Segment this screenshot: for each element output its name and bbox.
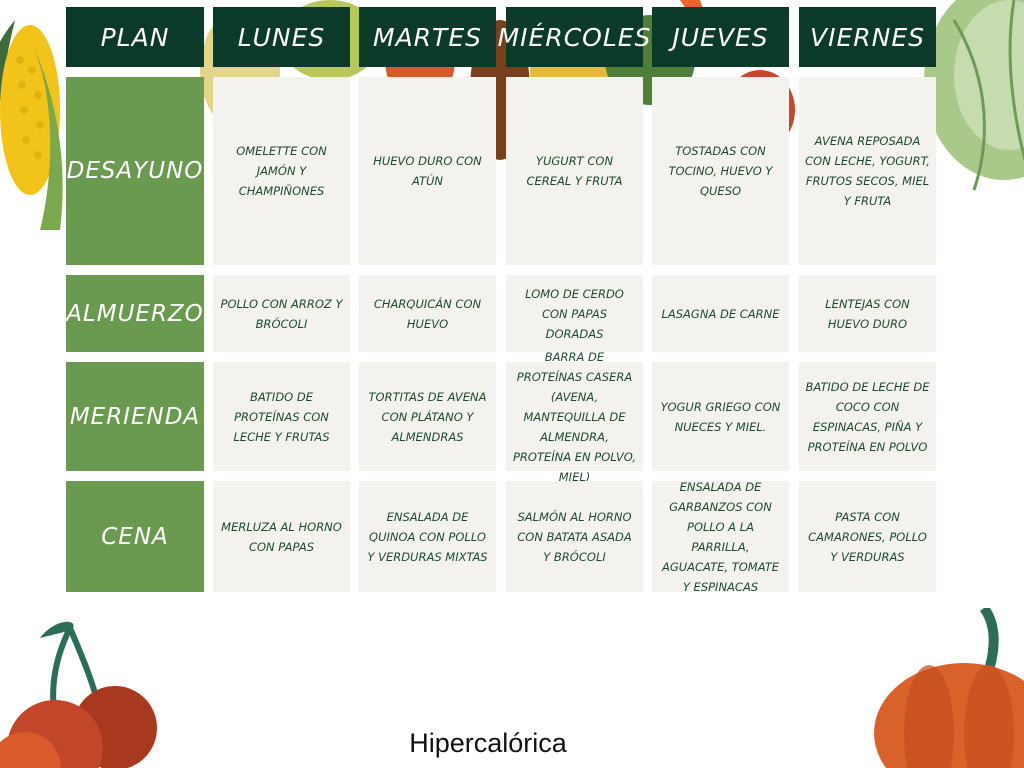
meal-cell: OMELETTE CON JAMÓN Y CHAMPIÑONES — [213, 77, 350, 265]
meal-cell: PASTA CON CAMARONES, POLLO Y VERDURAS — [799, 481, 936, 592]
corner-label: PLAN — [66, 7, 204, 67]
meal-cell: TOSTADAS CON TOCINO, HUEVO Y QUESO — [652, 77, 789, 265]
meal-cell: MERLUZA AL HORNO CON PAPAS — [213, 481, 350, 592]
meal-cell: SALMÓN AL HORNO CON BATATA ASADA Y BRÓCO… — [506, 481, 643, 592]
meal-cell: YUGURT CON CEREAL Y FRUTA — [506, 77, 643, 265]
day-header-wednesday: MIÉRCOLES — [498, 7, 650, 67]
day-header-monday: LUNES — [213, 7, 350, 67]
cherries-illustration — [0, 621, 157, 768]
meal-cell: BATIDO DE LECHE DE COCO CON ESPINACAS, P… — [799, 362, 936, 471]
meal-label-snack: MERIENDA — [66, 362, 204, 471]
plan-title: Hipercalórica — [0, 728, 1024, 759]
meal-label-lunch: ALMUERZO — [66, 275, 204, 352]
cabbage-illustration — [924, 0, 1024, 191]
meal-cell: YOGUR GRIEGO CON NUECES Y MIEL. — [652, 362, 789, 471]
meal-cell: LOMO DE CERDO CON PAPAS DORADAS — [506, 275, 643, 352]
day-header-thursday: JUEVES — [652, 7, 789, 67]
pumpkin-illustration — [874, 608, 1024, 768]
meal-cell: POLLO CON ARROZ Y BRÓCOLI — [213, 275, 350, 352]
meal-cell: LENTEJAS CON HUEVO DURO — [799, 275, 936, 352]
meal-cell: BARRA DE PROTEÍNAS CASERA (AVENA, MANTEQ… — [506, 350, 643, 484]
meal-cell: LASAGNA DE CARNE — [652, 275, 789, 352]
meal-label-breakfast: DESAYUNO — [66, 77, 204, 265]
day-header-friday: VIERNES — [799, 7, 936, 67]
meal-cell: ENSALADA DE QUINOA CON POLLO Y VERDURAS … — [359, 481, 496, 592]
meal-cell: TORTITAS DE AVENA CON PLÁTANO Y ALMENDRA… — [359, 362, 496, 471]
corn-illustration — [0, 20, 63, 230]
meal-label-dinner: CENA — [66, 481, 204, 592]
meal-cell: CHARQUICÁN CON HUEVO — [359, 275, 496, 352]
meal-cell: AVENA REPOSADA CON LECHE, YOGURT, FRUTOS… — [799, 77, 936, 265]
plan-title-text: Hipercalórica — [409, 728, 567, 758]
meal-cell: HUEVO DURO CON ATÚN — [359, 77, 496, 265]
meal-cell: ENSALADA DE GARBANZOS CON POLLO A LA PAR… — [652, 480, 789, 594]
meal-cell: BATIDO DE PROTEÍNAS CON LECHE Y FRUTAS — [213, 362, 350, 471]
day-header-tuesday: MARTES — [359, 7, 496, 67]
